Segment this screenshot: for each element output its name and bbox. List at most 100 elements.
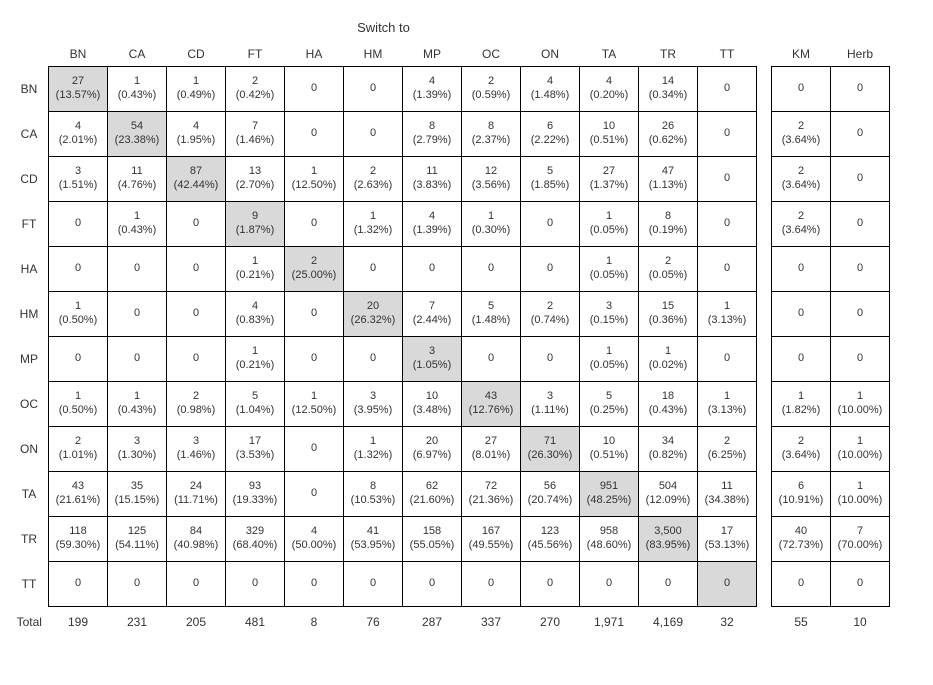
cell-value: 20 (344, 300, 402, 314)
cell-pct: (3.64%) (772, 224, 830, 238)
main-cell: 1(0.30%) (462, 202, 521, 247)
cell-pct: (53.95%) (344, 539, 402, 553)
extra-cell: 0 (772, 337, 831, 382)
cell-value: 26 (639, 120, 697, 134)
cell-value: 24 (167, 480, 225, 494)
main-cell: 27(13.57%) (49, 67, 108, 112)
cell-pct: (25.00%) (285, 269, 343, 283)
main-cell: 0 (462, 562, 521, 607)
cell-value: 3 (49, 165, 107, 179)
extra-row: 2(3.64%)0 (772, 112, 890, 157)
main-row-head: ON (10, 427, 49, 472)
cell-value: 0 (462, 262, 520, 276)
cell-value: 43 (49, 480, 107, 494)
main-cell: 2(0.42%) (226, 67, 285, 112)
cell-value: 0 (403, 262, 461, 276)
cell-value: 3 (521, 390, 579, 404)
main-cell: 41(53.95%) (344, 517, 403, 562)
total-label: Total (10, 607, 49, 638)
main-cell: 3(1.05%) (403, 337, 462, 382)
extra-total-cell: 55 (772, 607, 831, 638)
cell-value: 504 (639, 480, 697, 494)
cell-value: 0 (698, 127, 756, 141)
cell-value: 4 (285, 525, 343, 539)
cell-pct: (0.15%) (580, 314, 638, 328)
cell-value: 0 (831, 217, 889, 231)
cell-value: 0 (49, 262, 107, 276)
corner-blank (10, 42, 49, 67)
main-col-head: TT (698, 42, 757, 67)
cell-pct: (0.43%) (108, 89, 166, 103)
cell-pct: (1.05%) (403, 359, 461, 373)
main-cell: 4(0.20%) (580, 67, 639, 112)
cell-pct: (1.46%) (226, 134, 284, 148)
main-row-head: TT (10, 562, 49, 607)
main-cell: 4(1.95%) (167, 112, 226, 157)
main-cell: 1(0.50%) (49, 292, 108, 337)
cell-value: 1 (108, 210, 166, 224)
cell-pct: (0.05%) (580, 359, 638, 373)
main-cell: 0 (521, 202, 580, 247)
cell-value: 8 (344, 480, 402, 494)
cell-value: 1 (831, 390, 889, 404)
cell-pct: (0.21%) (226, 269, 284, 283)
main-cell: 11(3.83%) (403, 157, 462, 202)
cell-pct: (2.01%) (49, 134, 107, 148)
cell-value: 0 (521, 352, 579, 366)
main-matrix-block: Switch to BNCACDFTHAHMMPOCONTATRTT BN27(… (10, 20, 757, 637)
extra-cell: 2(3.64%) (772, 202, 831, 247)
cell-value: 8 (403, 120, 461, 134)
main-cell: 20(26.32%) (344, 292, 403, 337)
main-cell: 54(23.38%) (108, 112, 167, 157)
cell-value: 62 (403, 480, 461, 494)
cell-pct: (12.76%) (462, 404, 520, 418)
main-cell: 0 (521, 247, 580, 292)
main-cell: 11(34.38%) (698, 472, 757, 517)
main-cell: 0 (285, 112, 344, 157)
cell-value: 13 (226, 165, 284, 179)
cell-pct: (10.53%) (344, 494, 402, 508)
main-cell: 0 (403, 562, 462, 607)
main-cell: 118(59.30%) (49, 517, 108, 562)
cell-value: 1 (49, 390, 107, 404)
main-matrix-body: BN27(13.57%)1(0.43%)1(0.49%)2(0.42%)004(… (10, 67, 757, 607)
main-cell: 2(0.98%) (167, 382, 226, 427)
main-cell: 0 (285, 202, 344, 247)
cell-value: 0 (772, 82, 830, 96)
extra-cell: 0 (772, 292, 831, 337)
cell-value: 14 (639, 75, 697, 89)
extra-row: 00 (772, 292, 890, 337)
cell-value: 4 (521, 75, 579, 89)
cell-value: 34 (639, 435, 697, 449)
cell-value: 2 (285, 255, 343, 269)
cell-value: 958 (580, 525, 638, 539)
cell-value: 0 (462, 352, 520, 366)
cell-value: 2 (772, 210, 830, 224)
cell-value: 0 (285, 577, 343, 591)
cell-pct: (0.62%) (639, 134, 697, 148)
main-cell: 5(1.85%) (521, 157, 580, 202)
main-cell: 4(0.83%) (226, 292, 285, 337)
cell-pct: (3.64%) (772, 179, 830, 193)
cell-value: 0 (831, 127, 889, 141)
main-cell: 15(0.36%) (639, 292, 698, 337)
cell-pct: (3.64%) (772, 134, 830, 148)
main-cell: 0 (167, 247, 226, 292)
main-row: HM1(0.50%)004(0.83%)020(26.32%)7(2.44%)5… (10, 292, 757, 337)
extra-cell: 6(10.91%) (772, 472, 831, 517)
cell-pct: (3.64%) (772, 449, 830, 463)
main-cell: 2(2.63%) (344, 157, 403, 202)
main-cell: 8(0.19%) (639, 202, 698, 247)
cell-value: 0 (108, 307, 166, 321)
matrix-container: Switch to BNCACDFTHAHMMPOCONTATRTT BN27(… (10, 20, 923, 637)
switch-to-title: Switch to (10, 20, 757, 36)
cell-value: 1 (772, 390, 830, 404)
cell-pct: (40.98%) (167, 539, 225, 553)
main-row: HA0001(0.21%)2(25.00%)00001(0.05%)2(0.05… (10, 247, 757, 292)
cell-value: 0 (772, 307, 830, 321)
cell-value: 4 (403, 210, 461, 224)
main-cell: 1(0.43%) (108, 202, 167, 247)
main-cell: 1(0.05%) (580, 247, 639, 292)
main-cell: 0 (49, 202, 108, 247)
cell-value: 1 (831, 480, 889, 494)
